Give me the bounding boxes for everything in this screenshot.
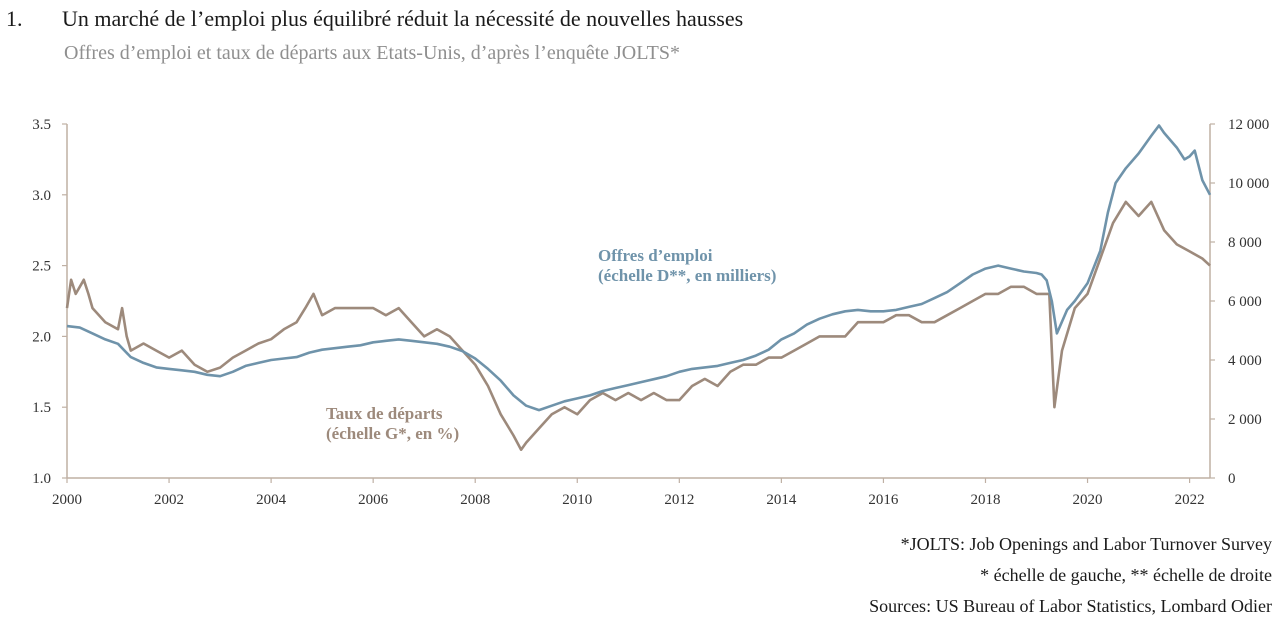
y-left-tick-label: 2.0 [32, 329, 51, 345]
series-lines [65, 124, 1212, 451]
x-tick-label: 2006 [358, 492, 389, 508]
y-left-tick-label: 1.0 [32, 471, 51, 487]
series-labels: Offres d’emploi (échelle D**, en millier… [326, 246, 776, 443]
y-left-tick-label: 3.5 [32, 117, 51, 133]
y-right-tick-label: 0 [1228, 471, 1236, 487]
x-tick-label: 2002 [154, 492, 184, 508]
x-tick-label: 2004 [256, 492, 287, 508]
x-tick-label: 2022 [1175, 492, 1205, 508]
series-label-quits-line1: Taux de départs [326, 404, 443, 423]
y-left-tick-label: 2.5 [32, 259, 51, 275]
footnote-jolts: *JOLTS: Job Openings and Labor Turnover … [900, 534, 1272, 554]
chart-frame [66, 124, 1211, 479]
chart-number: 1. [6, 6, 23, 31]
x-tick-label: 2012 [664, 492, 694, 508]
x-tick-label: 2010 [562, 492, 592, 508]
footnote-scales: * échelle de gauche, ** échelle de droit… [980, 565, 1272, 585]
y-left-tick-label: 1.5 [32, 400, 51, 416]
y-right-tick-label: 6 000 [1228, 294, 1262, 310]
series-label-quits-line2: (échelle G*, en %) [326, 424, 459, 443]
x-tick-label: 2018 [970, 492, 1000, 508]
axis-ticks: 2000 2002 2004 2006 2008 2010 2012 2014 2016 2018… [32, 117, 1269, 508]
series-line-openings [66, 124, 1212, 412]
y-left-tick-label: 3.0 [32, 188, 51, 204]
series-label-openings-line2: (échelle D**, en milliers) [598, 266, 776, 285]
chart-subtitle: Offres d’emploi et taux de départs aux E… [64, 42, 680, 64]
series-label-openings-line1: Offres d’emploi [598, 246, 713, 265]
footnote-sources: Sources: US Bureau of Labor Statistics, … [869, 596, 1272, 616]
x-tick-label: 2020 [1073, 492, 1103, 508]
x-tick-label: 2000 [52, 492, 82, 508]
y-right-tick-label: 4 000 [1228, 353, 1262, 369]
x-tick-label: 2016 [868, 492, 899, 508]
y-right-tick-label: 12 000 [1228, 117, 1269, 133]
series-line-quits [65, 200, 1211, 451]
y-right-tick-label: 8 000 [1228, 235, 1262, 251]
y-right-tick-label: 2 000 [1228, 412, 1262, 428]
x-tick-label: 2008 [460, 492, 490, 508]
x-tick-label: 2014 [766, 492, 797, 508]
chart-title: Un marché de l’emploi plus équilibré réd… [62, 6, 744, 31]
y-right-tick-label: 10 000 [1228, 176, 1269, 192]
